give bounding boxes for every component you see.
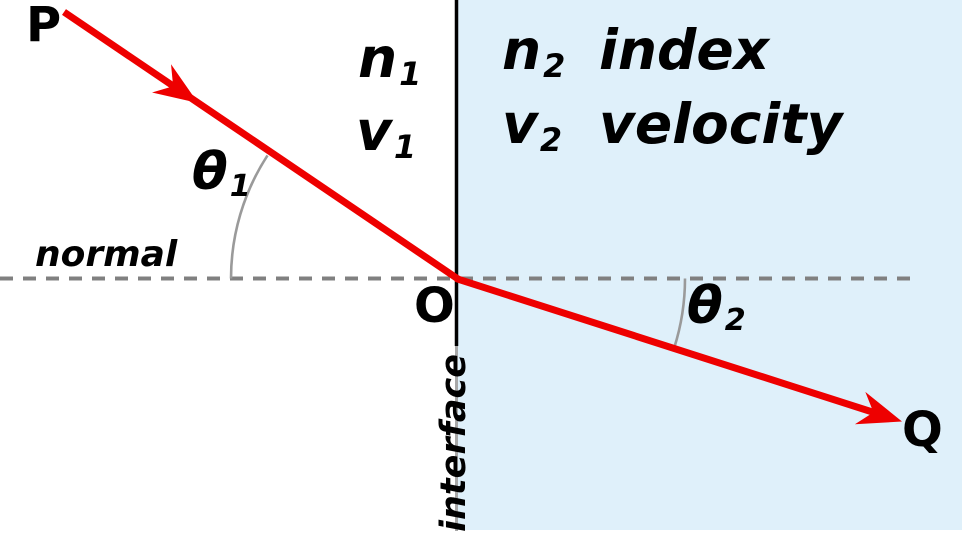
label-point-q: Q — [902, 406, 943, 454]
point-q-text: Q — [902, 402, 943, 458]
n1-subscript: 1 — [399, 54, 422, 93]
theta2-subscript: 2 — [724, 303, 746, 339]
incident-ray — [62, 9, 460, 282]
label-n2: n2 — [502, 23, 599, 82]
theta1-subscript: 1 — [229, 169, 251, 205]
label-theta2: θ2 — [687, 280, 746, 336]
n1-symbol: n — [358, 26, 398, 90]
index-word: index — [599, 18, 770, 82]
incident-ray-arrowhead-icon — [152, 64, 198, 103]
v1-symbol: v — [356, 99, 392, 163]
n2-symbol: n — [502, 18, 542, 82]
n2-subscript: 2 — [543, 46, 566, 85]
velocity-word: velocity — [599, 92, 843, 156]
label-interface: interface — [434, 354, 474, 532]
refracted-ray — [454, 275, 890, 421]
v2-subscript: 2 — [539, 120, 563, 159]
label-point-p: P — [26, 1, 61, 49]
point-o-text: O — [414, 278, 455, 334]
v1-subscript: 1 — [393, 127, 417, 166]
theta1-symbol: θ — [192, 142, 228, 202]
v2-symbol: v — [502, 92, 538, 156]
point-p-text: P — [26, 0, 62, 53]
normal-text: normal — [35, 234, 178, 275]
theta2-symbol: θ — [687, 276, 723, 336]
theta2-angle-arc — [672, 278, 687, 349]
theta1-angle-arc — [229, 154, 269, 279]
label-v2: v2 — [502, 97, 599, 156]
label-row-v2: v2 velocity — [502, 92, 843, 156]
interface-text: interface — [434, 354, 474, 532]
refracted-ray-arrowhead-icon — [854, 391, 902, 425]
label-v1: v1 — [356, 104, 416, 163]
label-point-o: O — [414, 282, 455, 330]
label-normal: normal — [35, 237, 177, 273]
medium2-region — [458, 0, 962, 530]
label-row-n2: n2 index — [502, 18, 770, 82]
label-n1: n1 — [358, 31, 421, 90]
label-theta1: θ1 — [192, 146, 251, 202]
